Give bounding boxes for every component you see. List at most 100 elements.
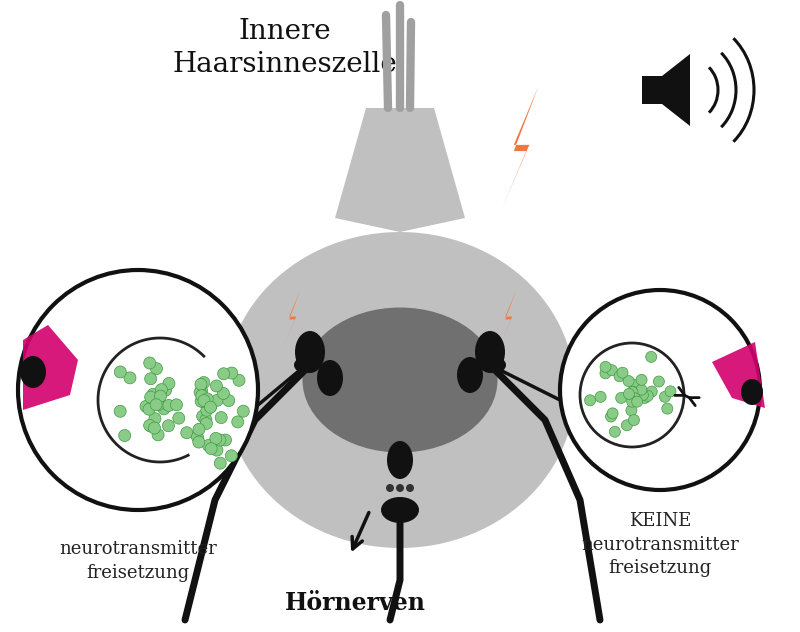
Circle shape	[173, 412, 185, 424]
Circle shape	[214, 434, 226, 446]
Circle shape	[610, 426, 620, 437]
Circle shape	[580, 343, 684, 447]
Circle shape	[162, 399, 174, 411]
Circle shape	[195, 395, 207, 407]
Circle shape	[195, 379, 207, 390]
Circle shape	[210, 432, 222, 444]
Circle shape	[607, 408, 618, 419]
Polygon shape	[23, 325, 78, 410]
Ellipse shape	[20, 356, 46, 388]
Ellipse shape	[475, 331, 505, 373]
Circle shape	[623, 375, 634, 387]
Ellipse shape	[741, 379, 763, 405]
Circle shape	[158, 403, 170, 415]
Circle shape	[626, 396, 638, 407]
Circle shape	[114, 366, 126, 378]
Circle shape	[193, 423, 205, 435]
Circle shape	[659, 391, 670, 403]
Circle shape	[600, 368, 611, 379]
Circle shape	[143, 403, 155, 415]
Circle shape	[632, 396, 642, 407]
Text: neurotransmitter
freisetzung: neurotransmitter freisetzung	[59, 540, 217, 581]
Circle shape	[218, 387, 230, 399]
Circle shape	[222, 394, 234, 406]
Polygon shape	[284, 290, 301, 346]
Circle shape	[147, 389, 159, 401]
Circle shape	[626, 405, 637, 416]
Circle shape	[149, 413, 161, 425]
Circle shape	[406, 484, 414, 492]
Circle shape	[654, 376, 664, 387]
Circle shape	[218, 368, 230, 380]
Circle shape	[211, 444, 223, 456]
Circle shape	[118, 430, 130, 442]
Circle shape	[627, 387, 638, 398]
Circle shape	[638, 389, 649, 401]
Circle shape	[219, 434, 231, 446]
Ellipse shape	[381, 497, 419, 523]
Circle shape	[630, 390, 640, 401]
Polygon shape	[502, 86, 538, 210]
Circle shape	[196, 390, 208, 402]
Circle shape	[150, 399, 162, 411]
Ellipse shape	[302, 308, 498, 453]
Polygon shape	[642, 54, 690, 126]
Circle shape	[149, 422, 161, 434]
Circle shape	[600, 362, 611, 372]
Circle shape	[606, 365, 618, 375]
Circle shape	[628, 386, 638, 398]
Circle shape	[636, 384, 647, 395]
Circle shape	[197, 396, 209, 408]
Circle shape	[140, 400, 152, 412]
Circle shape	[646, 386, 658, 397]
Circle shape	[144, 357, 156, 369]
Circle shape	[629, 415, 639, 425]
Circle shape	[622, 420, 632, 431]
Circle shape	[205, 442, 217, 454]
Polygon shape	[499, 290, 517, 346]
Circle shape	[197, 410, 209, 422]
Circle shape	[614, 371, 625, 382]
Circle shape	[616, 392, 626, 403]
Circle shape	[386, 484, 394, 492]
Circle shape	[665, 386, 676, 397]
Circle shape	[202, 439, 214, 451]
Circle shape	[148, 389, 160, 401]
Circle shape	[595, 391, 606, 403]
Circle shape	[639, 392, 650, 403]
Circle shape	[193, 436, 205, 448]
Circle shape	[662, 403, 673, 414]
Circle shape	[194, 386, 206, 398]
Circle shape	[145, 373, 157, 385]
Circle shape	[200, 414, 212, 426]
Circle shape	[238, 405, 250, 417]
Circle shape	[226, 450, 238, 462]
Circle shape	[163, 377, 175, 389]
Circle shape	[205, 401, 217, 413]
Circle shape	[560, 290, 760, 490]
Circle shape	[226, 367, 238, 379]
Polygon shape	[712, 342, 765, 408]
Ellipse shape	[295, 331, 325, 373]
Circle shape	[152, 399, 164, 411]
Circle shape	[145, 391, 157, 403]
Circle shape	[211, 394, 223, 406]
Circle shape	[196, 385, 208, 397]
Text: Hörnerven: Hörnerven	[285, 591, 426, 615]
Text: Innere
Haarsinneszelle: Innere Haarsinneszelle	[173, 18, 398, 78]
Ellipse shape	[317, 360, 343, 396]
Circle shape	[150, 363, 162, 375]
Circle shape	[623, 389, 634, 399]
Circle shape	[145, 420, 157, 432]
Circle shape	[628, 379, 639, 390]
Circle shape	[201, 418, 213, 430]
Circle shape	[144, 420, 156, 432]
Circle shape	[198, 394, 210, 406]
Circle shape	[159, 384, 171, 396]
Circle shape	[636, 387, 646, 398]
Circle shape	[198, 377, 210, 389]
Ellipse shape	[457, 357, 483, 393]
Circle shape	[215, 411, 227, 423]
Circle shape	[617, 367, 628, 378]
Circle shape	[201, 393, 213, 405]
